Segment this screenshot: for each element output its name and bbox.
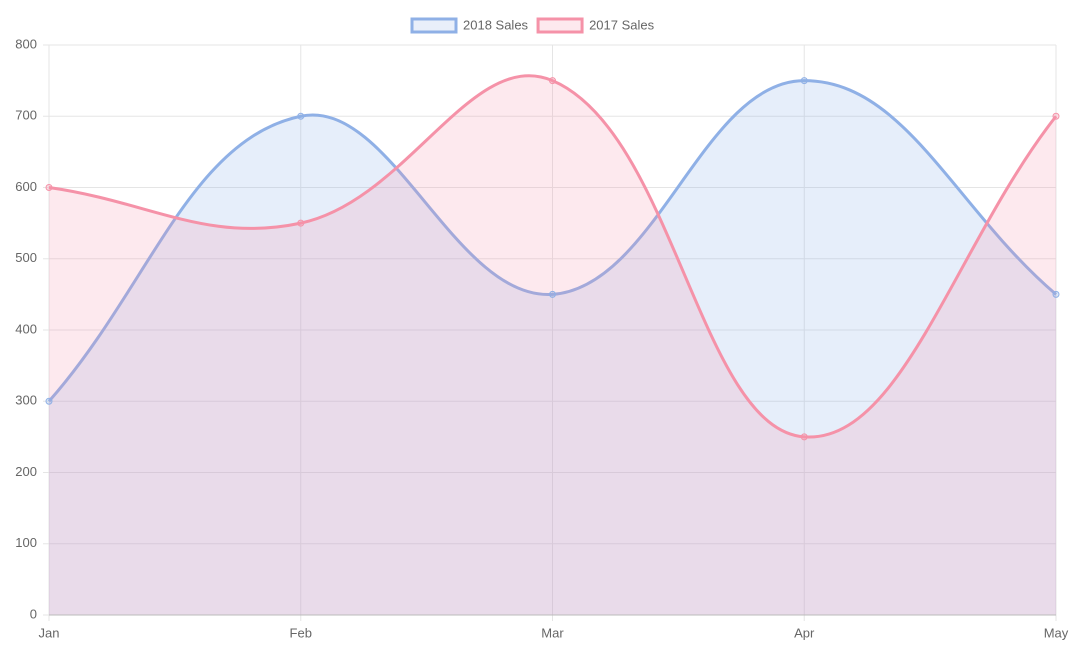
area: [49, 75, 1056, 615]
x-tick-label: Feb: [290, 625, 312, 640]
y-tick-label: 0: [30, 606, 37, 621]
x-tick-label: Mar: [541, 625, 564, 640]
y-tick-label: 700: [15, 108, 37, 123]
y-tick-label: 500: [15, 250, 37, 265]
x-tick-label: May: [1044, 625, 1069, 640]
x-tick-label: Apr: [794, 625, 815, 640]
y-tick-label: 600: [15, 179, 37, 194]
line: [47, 79, 1057, 403]
legend-label: 2018 Sales: [463, 17, 529, 32]
y-tick-label: 300: [15, 393, 37, 408]
y-tick-label: 400: [15, 321, 37, 336]
point: [297, 219, 305, 227]
legend-label: 2017 Sales: [589, 17, 655, 32]
point: [45, 184, 53, 191]
point: [1052, 290, 1060, 298]
legend: 2018 Sales 2017 Sales: [410, 17, 655, 34]
point: [297, 112, 305, 120]
x-tick-label: Jan: [39, 625, 60, 640]
point: [45, 397, 53, 405]
point: [1052, 112, 1060, 120]
point: [800, 77, 808, 85]
point: [549, 290, 556, 298]
point: [549, 77, 556, 85]
legend-swatch: [536, 17, 584, 34]
legend-swatch: [410, 17, 458, 34]
y-tick-label: 800: [15, 36, 37, 51]
y-tick-label: 200: [15, 464, 37, 479]
point: [800, 433, 808, 441]
y-tick-label: 100: [15, 535, 37, 550]
line: [48, 74, 1058, 439]
area: [49, 80, 1056, 615]
